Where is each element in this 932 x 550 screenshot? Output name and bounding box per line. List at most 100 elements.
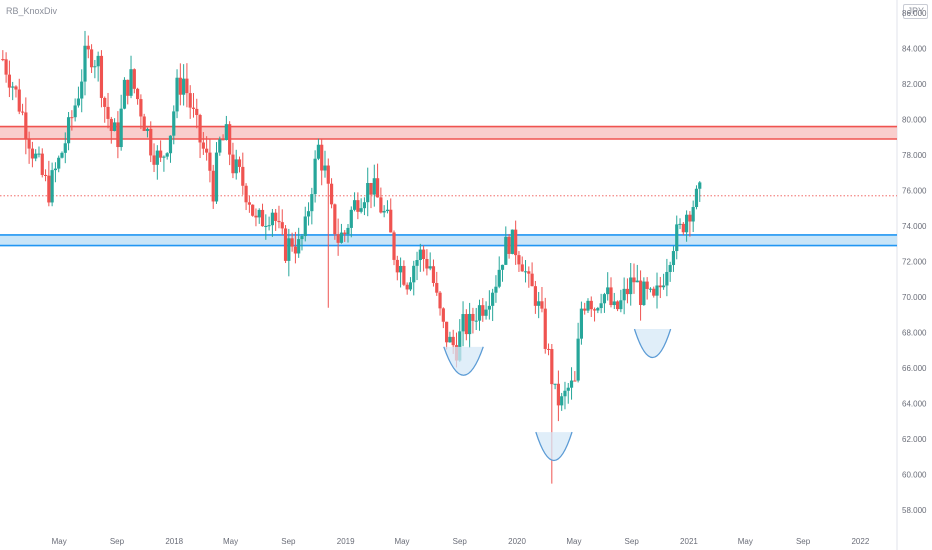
- candle-body: [638, 280, 643, 306]
- chart-tag: RB_KnoxDiv: [6, 6, 58, 16]
- candle-body: [73, 105, 77, 118]
- candle-body: [458, 331, 462, 361]
- candle-body: [481, 305, 485, 316]
- candle-body: [218, 139, 222, 153]
- candle-body: [655, 285, 659, 296]
- candle-body: [109, 118, 113, 131]
- candle-body: [96, 55, 100, 67]
- candle-body: [34, 153, 38, 159]
- candle-body: [136, 88, 140, 100]
- currency-badge[interactable]: JPY: [903, 4, 928, 19]
- cup-curve: [443, 346, 484, 376]
- candle-body: [448, 336, 452, 343]
- x-tick-label: Sep: [110, 537, 125, 546]
- candle-body: [606, 287, 610, 295]
- candle-body: [494, 286, 498, 293]
- candle-body: [70, 117, 74, 119]
- candle-body: [576, 338, 580, 381]
- candle-body: [303, 216, 307, 237]
- candle-body: [642, 281, 646, 306]
- y-tick-label: 84.000: [902, 44, 927, 53]
- candle-body: [208, 152, 212, 171]
- candle-body: [412, 265, 416, 283]
- candle-body: [320, 144, 324, 171]
- candle-body: [602, 294, 607, 304]
- candle-body: [622, 288, 626, 301]
- candle-body: [162, 156, 166, 158]
- x-tick-label: May: [738, 537, 753, 546]
- candle-body: [224, 124, 228, 140]
- candle-body: [112, 122, 117, 131]
- candle-body: [441, 308, 445, 322]
- candle-body: [264, 225, 268, 227]
- candle-body: [159, 150, 163, 158]
- candle-body: [201, 142, 205, 149]
- x-tick-label: 2021: [680, 537, 698, 546]
- candle-body: [139, 99, 143, 117]
- candle-body: [665, 271, 669, 286]
- candle-body: [418, 249, 422, 261]
- candle-body: [685, 214, 689, 233]
- candle-body: [658, 285, 662, 288]
- candle-body: [543, 308, 547, 349]
- candle-body: [352, 200, 357, 210]
- candle-body: [333, 204, 337, 235]
- candle-body: [60, 152, 64, 158]
- candle-body: [287, 238, 291, 261]
- candle-body: [550, 349, 554, 385]
- candle-body: [323, 165, 327, 171]
- candle-body: [652, 288, 656, 296]
- candle-body: [392, 232, 396, 260]
- candle-body: [336, 234, 340, 243]
- candle-body: [99, 55, 104, 98]
- candle-body: [175, 77, 179, 112]
- candle-body: [103, 97, 107, 107]
- candle-body: [155, 150, 159, 165]
- candle-body: [612, 301, 616, 306]
- candle-body: [43, 174, 48, 176]
- candle-body: [589, 300, 593, 310]
- candle-body: [471, 313, 475, 321]
- candle-body: [63, 143, 67, 153]
- candle-body: [300, 236, 304, 240]
- candle-body: [484, 309, 488, 316]
- candle-body: [7, 74, 11, 88]
- candle-body: [464, 314, 468, 335]
- x-tick-label: 2018: [165, 537, 183, 546]
- candle-body: [293, 246, 297, 254]
- candle-body: [362, 202, 367, 209]
- candle-body: [40, 153, 44, 175]
- candle-body: [306, 211, 311, 217]
- support-zone: [0, 234, 897, 246]
- y-tick-label: 66.000: [902, 364, 927, 373]
- candle-body: [172, 111, 176, 136]
- candles-layer: [1, 30, 702, 484]
- candle-body: [277, 220, 281, 223]
- candle-body: [343, 232, 347, 235]
- candle-body: [691, 207, 695, 222]
- candle-body: [385, 209, 390, 212]
- y-tick-label: 58.000: [902, 506, 927, 515]
- candle-body: [53, 168, 58, 171]
- candle-body: [451, 336, 455, 346]
- candle-body: [149, 128, 153, 156]
- candle-body: [316, 144, 321, 159]
- candle-body: [438, 292, 442, 309]
- candle-body: [251, 204, 255, 216]
- x-tick-label: May: [394, 537, 409, 546]
- candle-body: [517, 255, 521, 265]
- candle-body: [145, 128, 150, 131]
- candle-body: [66, 117, 71, 144]
- y-tick-label: 68.000: [902, 329, 927, 338]
- candle-body: [182, 78, 186, 95]
- candle-body: [698, 182, 702, 189]
- candle-body: [198, 115, 202, 143]
- cup-curve: [535, 431, 573, 462]
- candle-body: [126, 79, 130, 96]
- candle-body: [661, 285, 666, 288]
- candle-body: [389, 209, 393, 233]
- x-tick-label: May: [566, 537, 581, 546]
- cup-curve: [633, 328, 672, 359]
- candle-body: [30, 148, 35, 159]
